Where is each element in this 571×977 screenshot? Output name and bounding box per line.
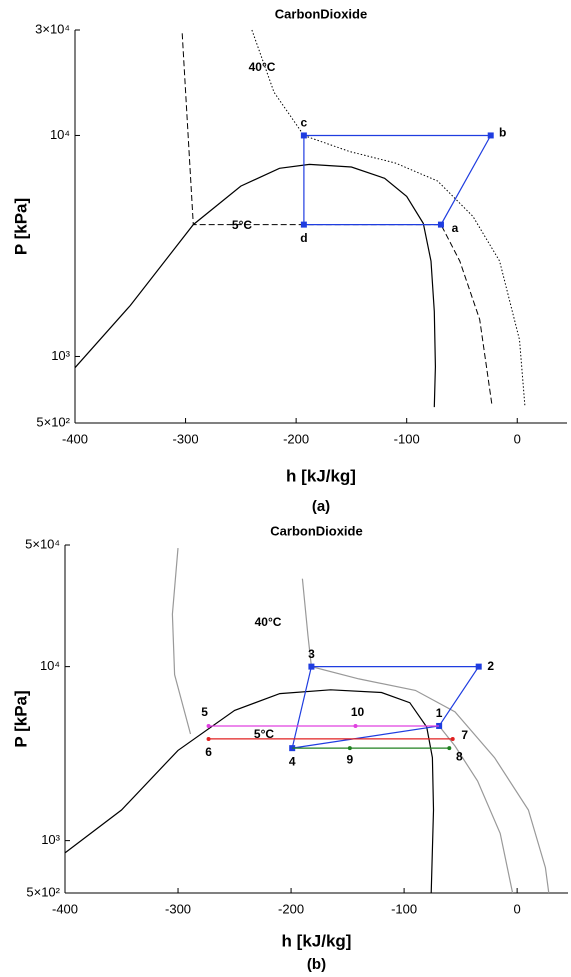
series-line [171, 548, 192, 735]
point-label: 6 [205, 745, 212, 759]
x-tick-label: -200 [283, 431, 309, 446]
series-line [64, 689, 435, 894]
point-label: 7 [461, 728, 468, 742]
point-label: 5 [201, 705, 208, 719]
state-point [206, 736, 211, 741]
point-label: b [499, 126, 506, 140]
x-tick-label: -400 [62, 431, 88, 446]
y-axis-label: P [kPa] [11, 690, 30, 747]
series-line [301, 578, 550, 894]
x-axis-label: h [kJ/kg] [286, 466, 356, 485]
point-label: 10 [351, 705, 365, 719]
point-label: 2 [487, 659, 494, 673]
caption: (b) [307, 956, 326, 973]
state-point [353, 723, 358, 728]
x-tick-label: 0 [514, 431, 521, 446]
isotherm-label: 5°C [254, 727, 274, 741]
isotherm-label: 40°C [249, 60, 276, 74]
series-line [74, 163, 437, 408]
series-line [303, 134, 492, 226]
chart-title: CarbonDioxide [270, 523, 362, 538]
x-tick-label: -300 [165, 901, 191, 916]
point-label: 1 [436, 706, 443, 720]
y-tick-label: 5×10² [36, 414, 70, 429]
point-label: a [452, 221, 459, 235]
isotherm-label: 5°C [232, 218, 252, 232]
state-point [289, 745, 296, 752]
x-tick-label: -300 [173, 431, 199, 446]
state-point [487, 132, 494, 139]
state-point [206, 723, 211, 728]
state-point [436, 722, 443, 729]
point-label: 9 [347, 752, 354, 766]
x-tick-label: -400 [52, 901, 78, 916]
chart-title: CarbonDioxide [275, 6, 367, 21]
x-tick-label: -100 [394, 431, 420, 446]
y-tick-label: 3×10⁴ [35, 21, 70, 36]
caption: (a) [312, 498, 330, 515]
y-tick-label: 5×10² [26, 884, 60, 899]
point-label: 4 [289, 754, 296, 768]
series-line [181, 33, 493, 404]
state-point [300, 132, 307, 139]
y-tick-label: 10³ [51, 348, 70, 363]
point-label: 3 [308, 647, 315, 661]
state-point [475, 663, 482, 670]
series-line [251, 29, 526, 408]
series-line [438, 725, 514, 894]
y-tick-label: 5×10⁴ [25, 536, 60, 551]
state-point [447, 746, 452, 751]
point-label: 8 [456, 749, 463, 763]
x-tick-label: -100 [391, 901, 417, 916]
series-line [291, 666, 480, 749]
state-point [347, 746, 352, 751]
point-label: d [300, 231, 307, 245]
y-tick-label: 10³ [41, 832, 60, 847]
state-point [437, 221, 444, 228]
x-tick-label: 0 [514, 901, 521, 916]
y-axis-label: P [kPa] [11, 198, 30, 255]
y-tick-label: 10⁴ [40, 658, 60, 673]
state-point [450, 736, 455, 741]
state-point [300, 221, 307, 228]
isotherm-label: 40°C [255, 615, 282, 629]
state-point [308, 663, 315, 670]
point-label: c [301, 116, 308, 130]
y-tick-label: 10⁴ [50, 127, 70, 142]
x-tick-label: -200 [278, 901, 304, 916]
x-axis-label: h [kJ/kg] [282, 931, 352, 950]
